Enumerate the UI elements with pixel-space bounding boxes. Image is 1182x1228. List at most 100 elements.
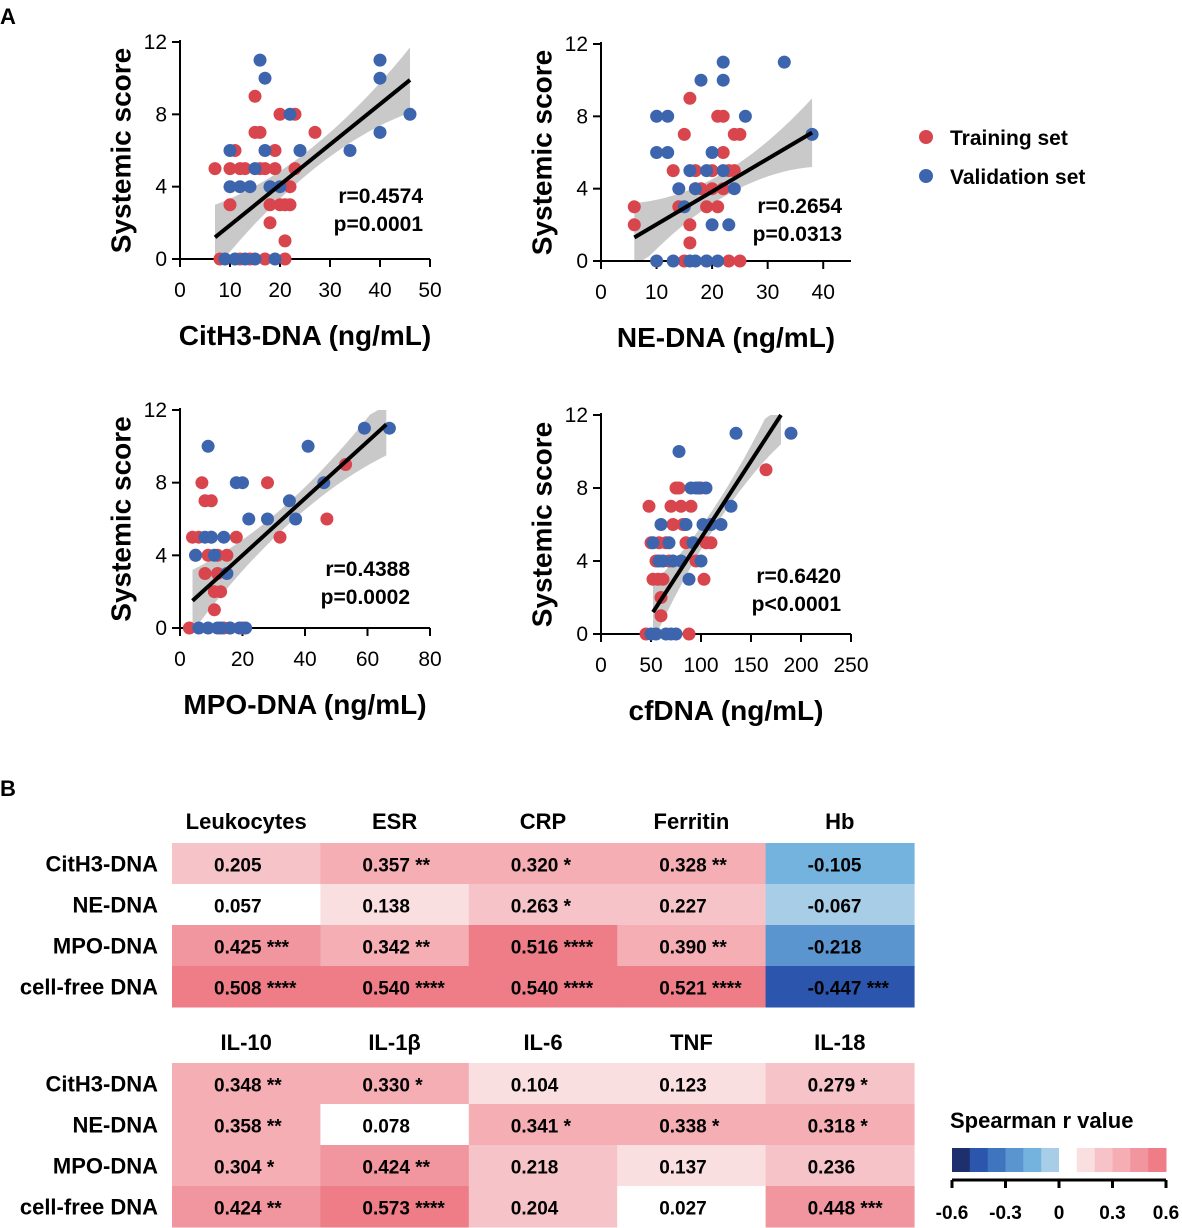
validation-point	[223, 180, 237, 194]
training-point	[677, 127, 691, 141]
x-axis-title: CitH3-DNA (ng/mL)	[179, 320, 431, 351]
heatmap-cell	[617, 925, 767, 967]
validation-point	[650, 109, 664, 123]
y-tick-label: 4	[155, 544, 167, 567]
validation-point	[649, 627, 663, 641]
validation-point	[724, 499, 738, 513]
x-tick-label: 0	[174, 648, 186, 671]
validation-point	[343, 144, 357, 157]
x-tick-label: 40	[368, 279, 391, 302]
heatmap-cell	[468, 925, 618, 967]
heatmap-cytokines: IL-10 IL-1β IL-6 TNF IL-18 CitH3-DNA 0.348 ** 0…	[20, 1030, 915, 1228]
training-point	[664, 499, 678, 513]
heatmap-row-label: cell-free DNA	[20, 975, 158, 1000]
validation-point	[662, 536, 676, 550]
heatmap-cell-value: -0.067	[808, 897, 862, 918]
p-value: p<0.0001	[752, 593, 842, 616]
training-point	[268, 162, 282, 176]
training-point	[273, 530, 287, 544]
heatmap-cell	[468, 1063, 618, 1105]
validation-point	[239, 621, 253, 635]
validation-point	[682, 572, 696, 586]
confidence-band	[634, 98, 813, 261]
y-tick-label: 4	[576, 550, 588, 573]
heatmap-column-header: Ferritin	[654, 809, 730, 834]
validation-point	[654, 518, 668, 531]
heatmap-cell-value: 0.123	[659, 1076, 707, 1097]
y-tick-label: 0	[155, 617, 167, 640]
heatmap-cell-value: 0.204	[511, 1199, 559, 1220]
regression-line	[213, 78, 412, 239]
heatmap-cell-value: 0.448 ***	[808, 1199, 884, 1220]
heatmap-cell-value: 0.027	[659, 1199, 707, 1220]
x-tick-label: 50	[418, 279, 441, 302]
x-tick-label: 80	[418, 648, 441, 671]
p-value: p=0.0002	[321, 586, 410, 609]
training-point	[704, 536, 718, 550]
heatmap-cell	[617, 843, 767, 885]
training-point	[278, 234, 292, 248]
validation-point	[301, 439, 315, 453]
validation-point	[683, 164, 697, 178]
validation-point	[233, 180, 247, 194]
training-point	[759, 463, 773, 477]
confidence-band	[653, 415, 781, 634]
heatmap-cell-value: 0.508 ****	[214, 979, 297, 1000]
x-tick-label: 0	[174, 279, 186, 302]
validation-point	[777, 55, 791, 69]
heatmap-cell	[320, 966, 470, 1008]
scatter-plot-cith3-dna: 0 4 8 12 0 10 20 30 40 50 CitH3-DNA (ng/mL) Systemi…	[106, 31, 442, 351]
y-tick-label: 12	[565, 404, 588, 427]
heatmap-cell-value: 0.328 **	[659, 856, 727, 877]
validation-point	[228, 252, 242, 266]
heatmap-cell	[765, 1186, 915, 1228]
validation-point	[201, 439, 215, 453]
validation-point	[357, 421, 371, 435]
x-axis-title: cfDNA (ng/mL)	[629, 695, 824, 726]
y-tick-label: 0	[576, 623, 588, 646]
validation-point	[699, 481, 713, 495]
training-point	[253, 125, 267, 139]
colorbar-tick-label: -0.6	[936, 1203, 969, 1224]
training-point	[666, 164, 680, 178]
heatmap-cell-value: 0.236	[808, 1158, 856, 1179]
heatmap-cell-value: 0.358 **	[214, 1117, 282, 1138]
validation-point	[646, 536, 660, 550]
colorbar-step	[1023, 1148, 1042, 1172]
r-value: r=0.4388	[325, 558, 410, 581]
training-point	[627, 218, 641, 232]
heatmap-cell	[617, 884, 767, 926]
heatmap-cell	[765, 843, 915, 885]
validation-point	[218, 252, 232, 266]
validation-point	[716, 73, 730, 87]
validation-point	[261, 512, 274, 526]
heatmap-row-label: CitH3-DNA	[46, 1072, 159, 1097]
validation-point	[705, 146, 719, 159]
heatmap-cell	[617, 1104, 767, 1146]
validation-point	[679, 518, 693, 531]
heatmap-cell-value: 0.424 **	[214, 1199, 282, 1220]
validation-point	[289, 512, 303, 526]
y-tick-label: 8	[576, 477, 588, 500]
heatmap-row-label: MPO-DNA	[53, 1154, 158, 1179]
training-point	[683, 236, 697, 250]
x-tick-label: 30	[318, 279, 341, 302]
heatmap-cell	[617, 1145, 767, 1187]
x-tick-label: 60	[356, 648, 379, 671]
validation-point	[373, 53, 387, 67]
heatmap-cell	[468, 966, 618, 1008]
training-point	[268, 144, 282, 157]
training-point	[198, 567, 212, 580]
y-tick-label: 12	[144, 31, 167, 54]
heatmap-cell	[765, 1104, 915, 1146]
heatmap-cell	[320, 1186, 470, 1228]
x-tick-label: 20	[700, 281, 723, 304]
training-point	[683, 91, 697, 105]
validation-point	[258, 144, 272, 157]
training-point	[722, 254, 736, 268]
training-point	[182, 621, 196, 635]
validation-point	[650, 146, 664, 159]
legend-validation-label: Validation set	[950, 166, 1085, 189]
validation-point	[694, 554, 708, 568]
